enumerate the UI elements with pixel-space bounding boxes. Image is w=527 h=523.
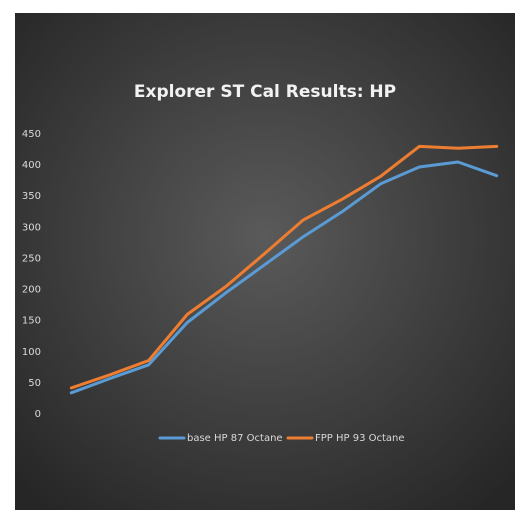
- chart-background: [15, 13, 515, 510]
- y-tick-label: 0: [35, 409, 41, 420]
- legend-label: base HP 87 Octane: [187, 433, 283, 444]
- y-tick-label: 350: [22, 191, 41, 202]
- y-tick-label: 300: [22, 222, 41, 233]
- y-tick-label: 100: [22, 347, 41, 358]
- y-tick-label: 450: [22, 129, 41, 140]
- y-tick-label: 50: [28, 378, 41, 389]
- y-tick-label: 200: [22, 285, 41, 296]
- y-tick-label: 250: [22, 253, 41, 264]
- y-tick-label: 400: [22, 160, 41, 171]
- y-tick-label: 150: [22, 316, 41, 327]
- line-series: [69, 144, 499, 390]
- chart-title: Explorer ST Cal Results: HP: [134, 82, 396, 102]
- line-series: [69, 160, 499, 395]
- legend-label: FPP HP 93 Octane: [315, 433, 405, 444]
